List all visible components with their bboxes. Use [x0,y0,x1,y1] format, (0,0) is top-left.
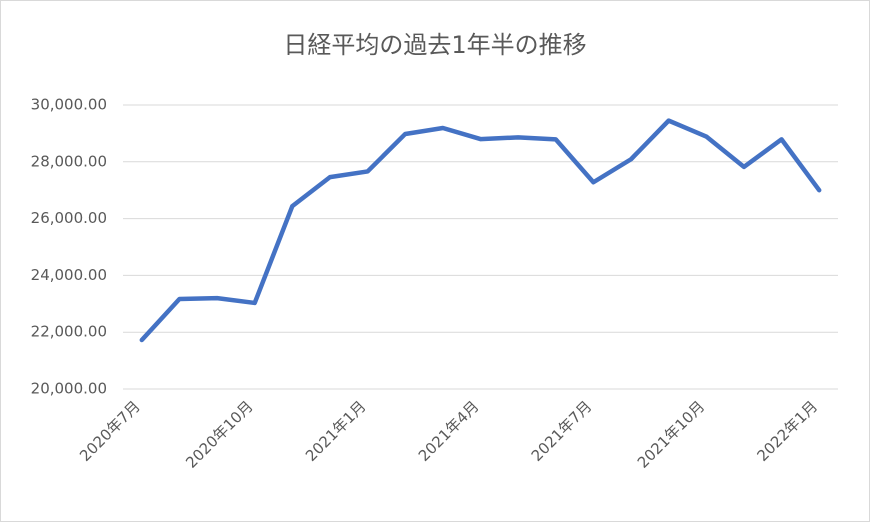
chart-title: 日経平均の過去1年半の推移 [283,31,586,59]
y-tick-label: 24,000.00 [31,266,107,284]
y-tick-label: 26,000.00 [31,209,107,227]
y-tick-label: 28,000.00 [31,152,107,170]
y-tick-label: 30,000.00 [31,96,107,114]
data-line [139,118,822,343]
y-tick-label: 22,000.00 [31,323,107,341]
y-tick-label: 20,000.00 [31,380,107,398]
